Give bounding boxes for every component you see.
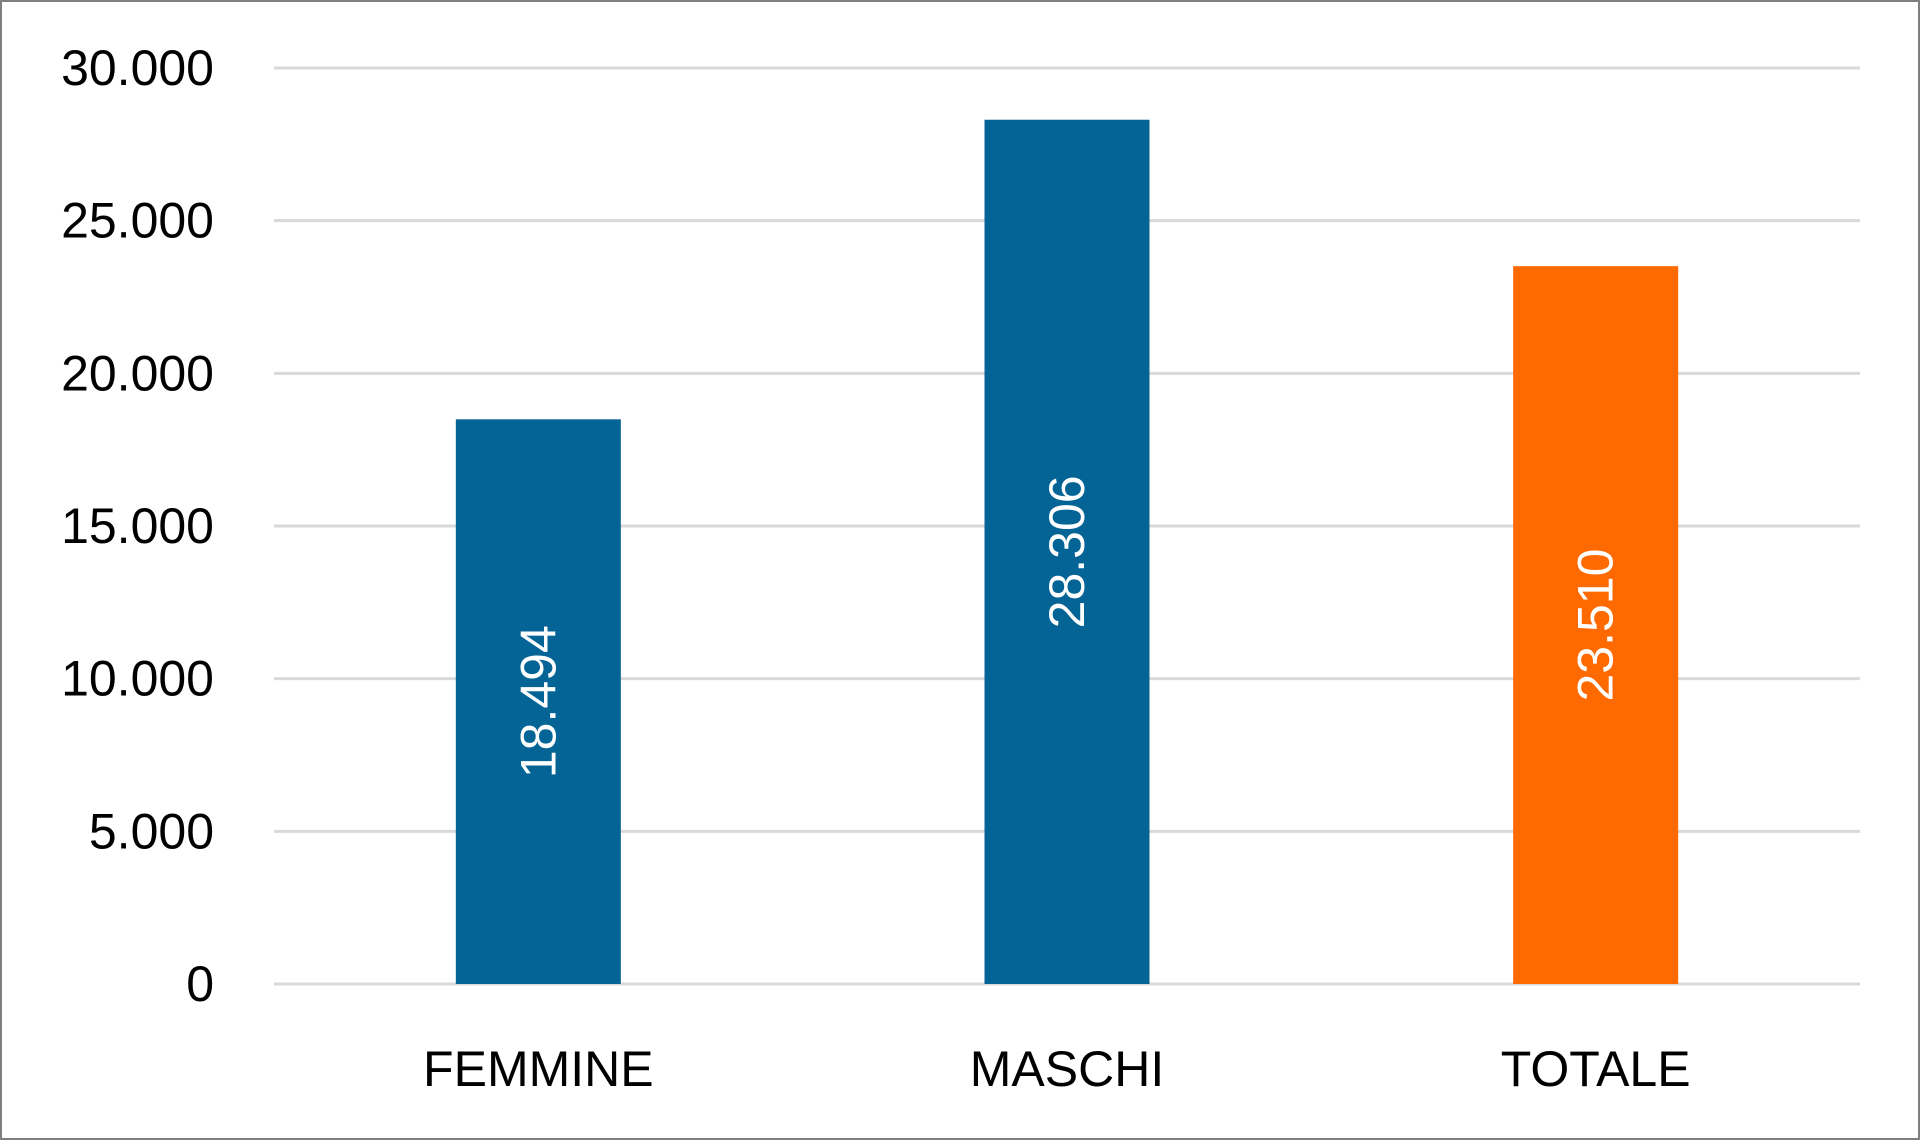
y-tick-label: 15.000 [61,498,214,554]
bar-maschi [984,119,1150,985]
y-tick-label: 25.000 [61,193,214,249]
bar-totale [1513,266,1679,984]
category-label: TOTALE [1501,1041,1691,1097]
category-label: FEMMINE [423,1041,654,1097]
bar-femmine [455,419,621,984]
category-label: MASCHI [970,1041,1164,1097]
data-label: 18.494 [510,625,566,778]
data-label: 23.510 [1568,549,1624,702]
y-tick-label: 20.000 [61,345,214,401]
y-tick-label: 0 [186,956,214,1012]
y-tick-label: 30.000 [61,40,214,96]
y-tick-label: 5.000 [89,803,214,859]
data-label: 28.306 [1039,475,1095,628]
y-tick-label: 10.000 [61,651,214,707]
